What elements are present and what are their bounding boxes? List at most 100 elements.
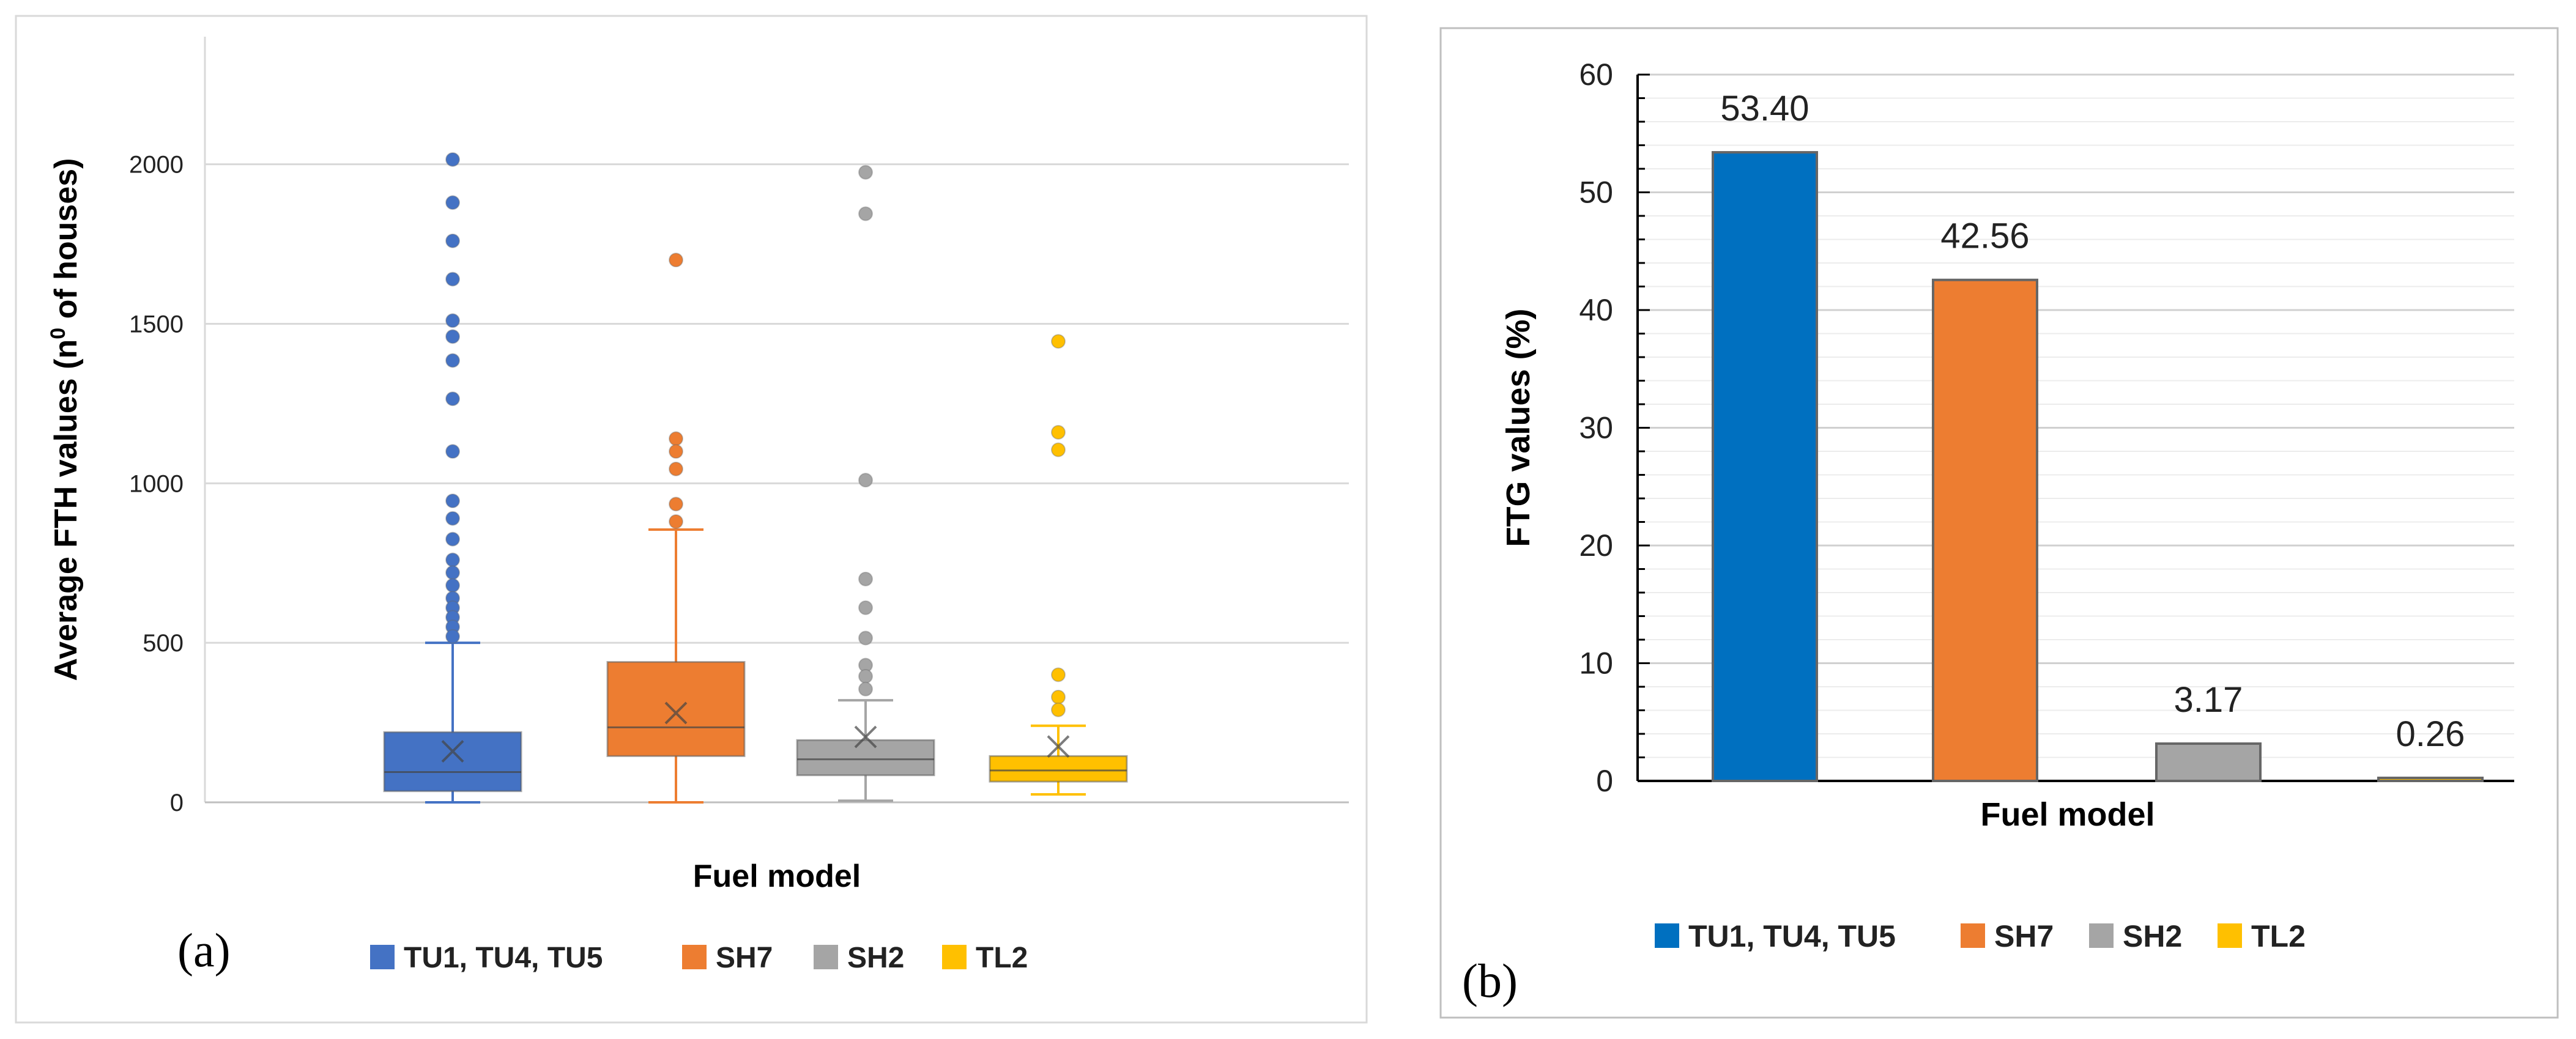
legend-label: SH7: [716, 942, 773, 974]
outlier-point: [1051, 334, 1066, 349]
outlier-point: [445, 272, 460, 287]
outlier-point: [445, 195, 460, 210]
box-sh7: [606, 253, 746, 804]
y-tick-label: 1500: [129, 311, 184, 338]
y-tick-label: 60: [1579, 57, 1613, 92]
outlier-point: [445, 353, 460, 368]
iqr-box: [796, 739, 935, 777]
y-tick-label: 0: [1596, 764, 1613, 798]
mean-marker: [664, 701, 688, 725]
outlier-point: [445, 313, 460, 328]
legend-item: TU1, TU4, TU5: [1655, 919, 1896, 953]
y-tick-label: 2000: [129, 152, 184, 179]
data-label: 42.56: [1940, 216, 2029, 256]
iqr-box: [989, 755, 1128, 783]
legend-item: SH7: [682, 942, 773, 974]
x-axis-title: Fuel model: [1980, 796, 2155, 833]
boxplot-panel: 0 500 1000 1500 2000 Average FTH values (n0 o…: [15, 15, 1368, 1024]
legend-item: TL2: [942, 942, 1028, 974]
y-tick-label: 50: [1579, 176, 1613, 210]
outlier-point: [669, 461, 683, 476]
outlier-point: [858, 600, 873, 615]
outlier-point: [445, 531, 460, 547]
y-tick-label: 0: [170, 789, 184, 816]
outlier-point: [858, 165, 873, 180]
outlier-point: [858, 668, 873, 684]
outlier-point: [445, 329, 460, 344]
legend-item: SH7: [1961, 919, 2054, 953]
outlier-point: [858, 473, 873, 488]
outlier-point: [445, 391, 460, 407]
outlier-point: [445, 494, 460, 509]
panel-label: (a): [177, 923, 231, 977]
outlier-point: [445, 444, 460, 459]
outlier-point: [445, 629, 460, 644]
data-label: 0.26: [2396, 714, 2465, 754]
outlier-point: [1051, 424, 1066, 440]
y-tick-label: 30: [1579, 411, 1613, 445]
legend-item: TL2: [2218, 919, 2306, 953]
outlier-point: [445, 152, 460, 167]
chart-border: [15, 15, 1368, 1024]
legend-label: TL2: [2251, 919, 2306, 953]
legend-swatch: [370, 945, 395, 969]
outlier-point: [445, 578, 460, 593]
outlier-point: [858, 681, 873, 697]
legend-label: TL2: [976, 942, 1028, 974]
iqr-box: [383, 731, 522, 793]
bar: [2155, 742, 2262, 783]
legend-label: TU1, TU4, TU5: [1688, 919, 1896, 953]
y-tick-label: 40: [1579, 293, 1613, 327]
panel-label: (b): [1462, 954, 1518, 1007]
legend-swatch: [682, 945, 707, 969]
box-tu1-tu4-tu5: [383, 152, 522, 804]
legend-label: SH7: [1994, 919, 2054, 953]
y-tick-label: 20: [1579, 528, 1613, 563]
bar: [1712, 151, 1818, 782]
mean-marker: [441, 740, 464, 763]
outlier-point: [858, 571, 873, 586]
y-tick-label: 500: [143, 630, 184, 657]
data-label: 3.17: [2174, 680, 2243, 720]
outlier-point: [1051, 667, 1066, 682]
outlier-point: [669, 497, 683, 512]
mean-marker: [854, 725, 877, 749]
legend-item: SH2: [2089, 919, 2182, 953]
legend-swatch: [2089, 923, 2114, 948]
y-axis-title: Average FTH values (n0 of houses): [46, 158, 84, 681]
outlier-point: [445, 511, 460, 526]
legend-label: SH2: [847, 942, 904, 974]
bar: [1932, 278, 2038, 783]
outlier-point: [669, 444, 683, 459]
outlier-point: [445, 552, 460, 568]
outlier-point: [1051, 442, 1066, 457]
y-axis-title: FTG values (%): [1500, 308, 1537, 547]
legend-swatch: [2218, 923, 2242, 948]
outlier-point: [669, 253, 683, 268]
mean-marker: [1047, 735, 1070, 758]
legend-swatch: [942, 945, 967, 969]
legend-swatch: [1655, 923, 1679, 948]
outlier-point: [445, 565, 460, 580]
outlier-point: [669, 514, 683, 529]
outlier-point: [858, 630, 873, 646]
box-tl2: [989, 334, 1128, 796]
bar-chart: 0 10 20 30 40 50 60 FTG values (%) Fuel model 53.…: [1439, 27, 2559, 1019]
legend-swatch: [814, 945, 838, 969]
outlier-point: [858, 206, 873, 221]
outlier-point: [445, 233, 460, 248]
legend-item: SH2: [814, 942, 904, 974]
boxplot-chart: 0 500 1000 1500 2000 Average FTH values (n0 o…: [15, 15, 1368, 1024]
data-label: 53.40: [1720, 89, 1809, 128]
box-sh2: [796, 165, 935, 802]
iqr-box: [606, 660, 746, 757]
bar: [2377, 776, 2484, 782]
x-axis-title: Fuel model: [693, 859, 861, 894]
legend-label: SH2: [2123, 919, 2182, 953]
legend-item: TU1, TU4, TU5: [370, 942, 603, 974]
bar-panel: 0 10 20 30 40 50 60 FTG values (%) Fuel model 53.…: [1425, 0, 2576, 1039]
outlier-point: [1051, 689, 1066, 704]
outlier-point: [669, 431, 683, 446]
y-tick-label: 1000: [129, 470, 184, 497]
outlier-point: [1051, 702, 1066, 717]
